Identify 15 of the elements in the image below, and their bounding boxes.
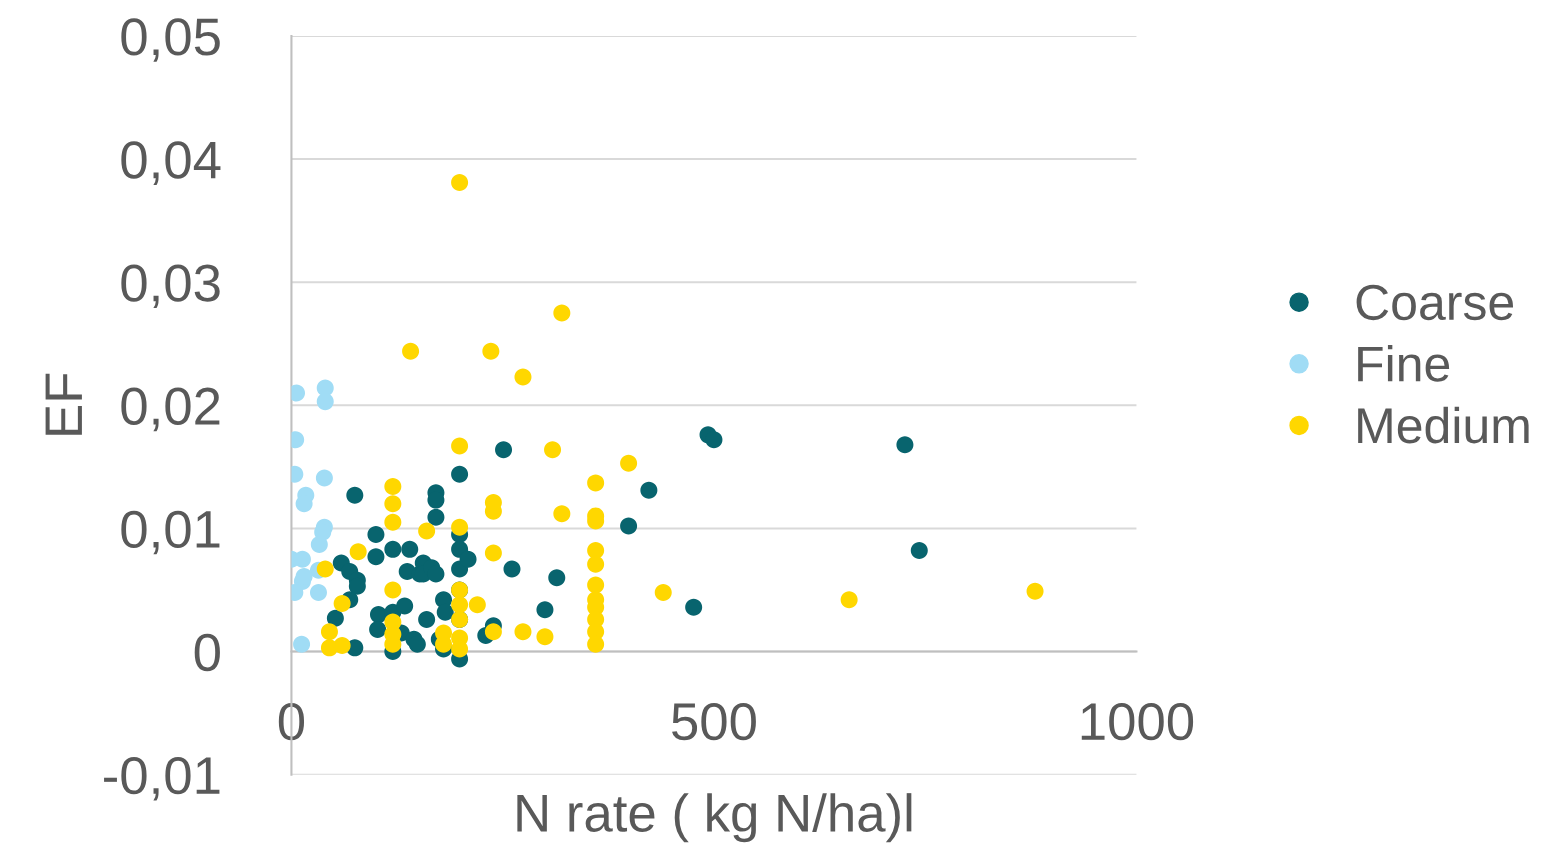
x-axis-title: N rate ( kg N/ha)l — [517, 793, 912, 843]
legend-label: Fine — [1358, 345, 1450, 382]
x-tick-label: 0 — [278, 702, 305, 741]
y-tick-label: 0,02 — [121, 387, 220, 432]
y-tick-label: 0,05 — [121, 18, 220, 62]
y-tick-label: -0,01 — [104, 756, 220, 801]
y-tick-label: 0,04 — [121, 141, 221, 185]
x-tick-label: 500 — [672, 702, 756, 741]
y-tick-label: 0,03 — [121, 264, 220, 309]
legend-label: Medium — [1358, 406, 1529, 444]
y-axis-title: EF — [45, 373, 82, 435]
y-tick-label: 0,01 — [121, 510, 220, 555]
legend-label: Coarse — [1356, 284, 1514, 321]
x-tick-label: 1000 — [1081, 702, 1194, 741]
y-tick-label: 0 — [194, 633, 220, 672]
